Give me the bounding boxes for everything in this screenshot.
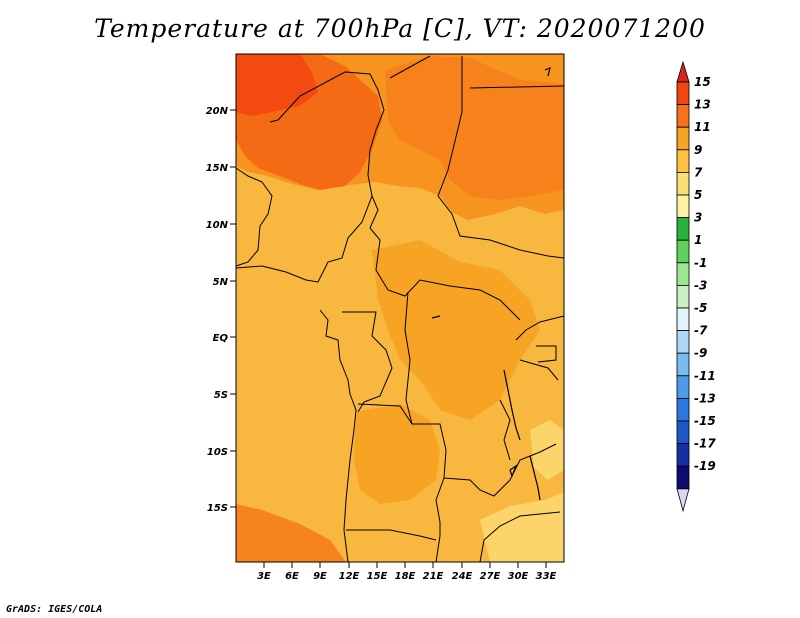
colorbar-band	[676, 104, 690, 128]
lat-label: 20N	[206, 106, 229, 117]
colorbar-band	[676, 126, 690, 151]
colorbar-band	[676, 194, 690, 219]
colorbar-label: -19	[694, 459, 716, 473]
colorbar-band	[676, 443, 690, 467]
colorbar-band	[676, 352, 690, 377]
lon-label: 24E	[452, 571, 473, 582]
hot-region-east	[385, 56, 564, 200]
cool-region-east	[530, 420, 564, 480]
warm-region-sw	[236, 504, 346, 562]
colorbar-label: -5	[694, 301, 707, 315]
map-panel: 20N 15N 10N 5N EQ 5S 10S 15S 3E 6E 9E 12…	[206, 53, 565, 582]
colorbar-label: 11	[694, 120, 711, 134]
grads-credit: GrADS: IGES/COLA	[6, 604, 103, 615]
lakes	[431, 67, 551, 501]
lon-label: 6E	[285, 571, 299, 582]
colorbar-label: 13	[694, 98, 711, 112]
lat-label: 15S	[207, 503, 228, 514]
lon-label: 9E	[313, 571, 327, 582]
colorbar-band	[676, 375, 690, 399]
colorbar-label: -9	[694, 346, 707, 360]
colorbar-label: 3	[694, 211, 702, 225]
colorbar-band	[676, 81, 690, 106]
colorbar-band	[676, 397, 690, 422]
colorbar-top-arrow	[676, 60, 690, 83]
colorbar-bottom-arrow	[676, 488, 690, 513]
country-borders	[235, 55, 565, 563]
lon-label: 3E	[257, 571, 271, 582]
colorbar-label: 15	[694, 75, 711, 89]
lon-label: 18E	[395, 571, 416, 582]
colorbar-band	[676, 217, 690, 241]
cool-region-se	[480, 492, 564, 562]
hot-region-peak	[236, 54, 318, 116]
chart-title: Temperature at 700hPa [C], VT: 202007120…	[94, 14, 706, 43]
lon-ticks	[263, 562, 547, 568]
lat-labels: 20N 15N 10N 5N EQ 5S 10S 15S	[206, 106, 229, 514]
colorbar-band	[676, 239, 690, 264]
colorbar-label: -17	[694, 437, 716, 451]
lat-ticks	[230, 109, 236, 508]
lon-label: 33E	[536, 571, 557, 582]
colorbar-band	[676, 465, 690, 490]
colorbar-band	[676, 330, 690, 354]
lat-label: 15N	[206, 163, 229, 174]
lon-label: 15E	[367, 571, 388, 582]
lon-label: 12E	[339, 571, 360, 582]
colorbar-label: 1	[694, 233, 702, 247]
lat-label: 10N	[206, 220, 229, 231]
lat-label: 5S	[214, 390, 228, 401]
colorbar-band	[676, 262, 690, 286]
colorbar-label: -3	[694, 278, 707, 292]
lon-label: 27E	[480, 571, 501, 582]
colorbar-band	[676, 171, 690, 196]
colorbar-label: 5	[694, 188, 702, 202]
warm-region-central	[372, 240, 540, 420]
colorbar-label: -15	[694, 414, 716, 428]
warm-region-angola	[354, 404, 440, 504]
lon-label: 30E	[508, 571, 529, 582]
colorbar-band	[676, 284, 690, 309]
lon-label: 21E	[423, 571, 444, 582]
colorbar-label: 7	[694, 165, 703, 179]
colorbar-band	[676, 307, 690, 332]
lat-label: EQ	[213, 333, 229, 344]
map-frame	[235, 53, 565, 563]
colorbar-label: -1	[694, 256, 707, 270]
lon-labels: 3E 6E 9E 12E 15E 18E 21E 24E 27E 30E 33E	[257, 571, 556, 582]
colorbar: 15 13 11 9 7 5 3 1 -1 -3 -5 -7 -9 -11 -13 -15 -17 -19	[676, 60, 716, 513]
colorbar-band	[676, 420, 690, 445]
colorbar-label: -7	[694, 324, 708, 338]
lat-label: 10S	[207, 447, 228, 458]
colorbar-label: -13	[694, 391, 716, 405]
lat-label: 5N	[213, 277, 229, 288]
colorbar-label: -11	[694, 369, 716, 383]
colorbar-label: 9	[694, 143, 702, 157]
colorbar-band	[676, 149, 690, 173]
